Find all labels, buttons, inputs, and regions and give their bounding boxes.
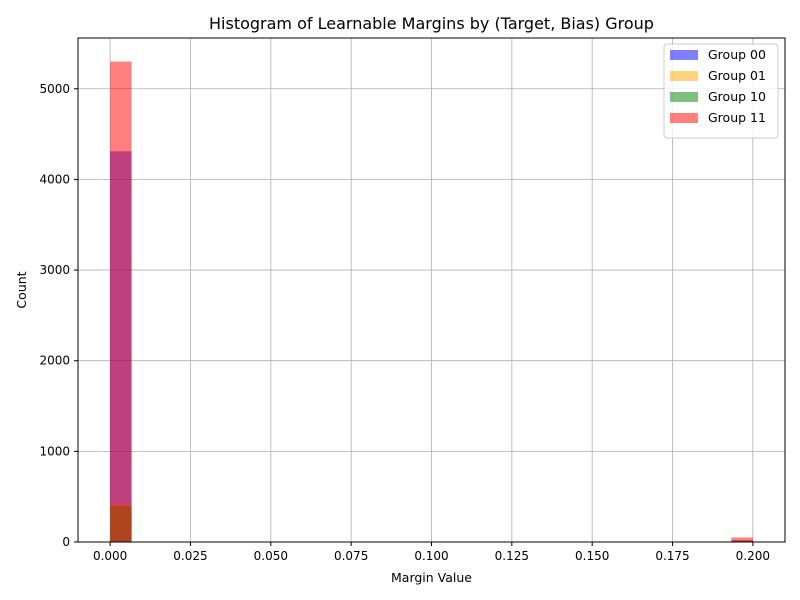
legend-swatch <box>670 71 698 81</box>
y-axis-ticks: 0 1000 2000 3000 4000 5000 <box>39 82 78 549</box>
x-tick-label: 0.050 <box>254 549 288 563</box>
grid-lines <box>78 38 785 543</box>
legend-swatch <box>670 113 698 123</box>
x-tick-label: 0.200 <box>736 549 770 563</box>
legend-label: Group 10 <box>708 89 766 104</box>
y-tick-label: 0 <box>62 535 70 549</box>
y-tick-label: 4000 <box>39 172 70 186</box>
x-tick-label: 0.150 <box>575 549 609 563</box>
x-tick-label: 0.075 <box>334 549 368 563</box>
x-tick-label: 0.000 <box>93 549 127 563</box>
x-tick-label: 0.125 <box>495 549 529 563</box>
y-tick-label: 3000 <box>39 263 70 277</box>
x-axis-ticks: 0.000 0.025 0.050 0.075 0.100 0.125 0.150 0.175… <box>93 542 770 563</box>
x-axis-label: Margin Value <box>391 570 472 585</box>
legend: Group 00 Group 01 Group 10 Group 11 <box>663 43 779 139</box>
histogram-bars <box>110 61 753 542</box>
legend-label: Group 11 <box>708 110 766 125</box>
bar-group-3 <box>110 61 132 542</box>
y-axis-label: Count <box>14 271 29 308</box>
y-tick-label: 5000 <box>39 82 70 96</box>
x-tick-label: 0.025 <box>173 549 207 563</box>
chart-title: Histogram of Learnable Margins by (Targe… <box>209 14 654 33</box>
y-tick-label: 1000 <box>39 444 70 458</box>
legend-swatch <box>670 92 698 102</box>
x-tick-label: 0.175 <box>655 549 689 563</box>
y-tick-label: 2000 <box>39 354 70 368</box>
legend-label: Group 00 <box>708 47 766 62</box>
legend-swatch <box>670 50 698 60</box>
bar-group-3 <box>731 537 753 542</box>
x-tick-label: 0.100 <box>414 549 448 563</box>
legend-label: Group 01 <box>708 68 766 83</box>
